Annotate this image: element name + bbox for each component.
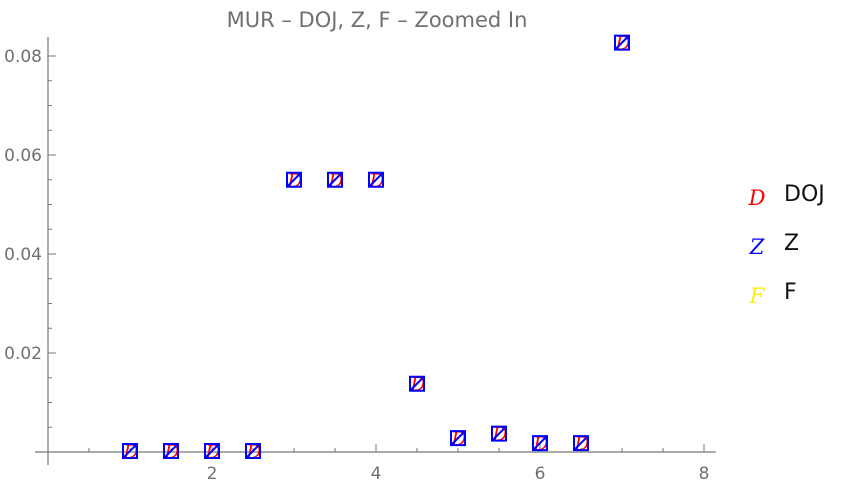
x-tick-label: 8: [699, 464, 710, 484]
x-tick-label: 6: [535, 464, 546, 484]
point-z: [573, 435, 589, 452]
point-z: [204, 443, 220, 460]
x-tick-label: 2: [207, 464, 218, 484]
data-points: D D D DD D DDD D D DD: [122, 33, 631, 463]
point-z: [532, 435, 548, 452]
legend-label-doj: DOJ: [784, 182, 825, 207]
point-z: [163, 443, 179, 460]
chart-title: MUR – DOJ, Z, F – Zoomed In: [227, 8, 528, 32]
legend-marker-doj: D: [748, 186, 766, 210]
y-tick-label: 0.06: [4, 146, 42, 166]
point-z: [450, 430, 466, 447]
point-z: [327, 171, 343, 188]
point-z: [614, 34, 630, 51]
legend-marker-z: Z: [749, 235, 765, 259]
point-z: [286, 171, 302, 188]
point-z: [245, 443, 261, 460]
point-z: [409, 375, 425, 392]
axes: 2 4 6 8 0.02 0.04 0.06 0.08: [4, 37, 716, 484]
x-tick-label: 4: [371, 464, 382, 484]
point-z: [368, 171, 384, 188]
legend-label-f: F: [784, 280, 797, 305]
legend-marker-f: F: [749, 284, 766, 308]
y-tick-label: 0.02: [4, 344, 42, 364]
point-z: [491, 425, 507, 442]
y-tick-label: 0.04: [4, 245, 42, 265]
legend-label-z: Z: [784, 231, 799, 256]
y-tick-label: 0.08: [4, 47, 42, 67]
point-z: [122, 443, 138, 460]
